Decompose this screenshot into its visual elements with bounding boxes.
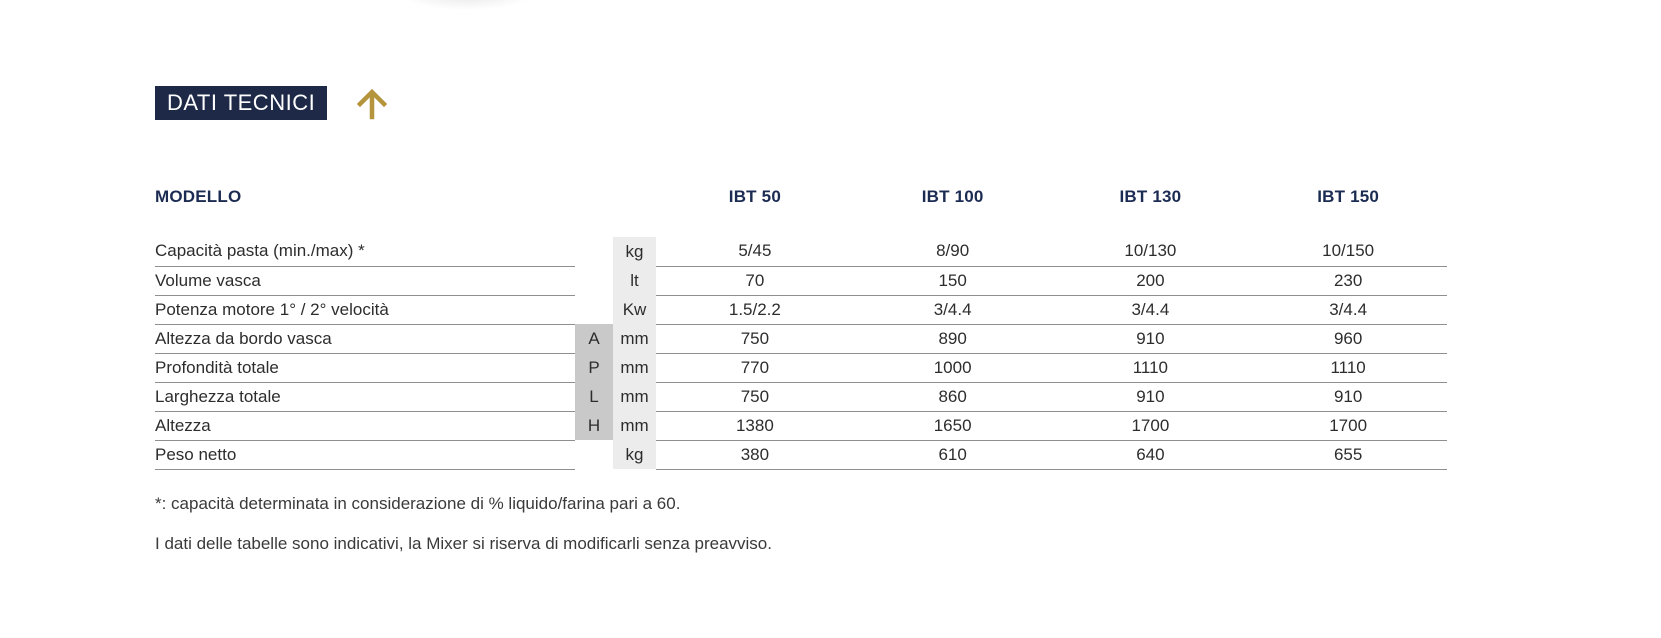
cell-value: 1700 [1051,411,1250,441]
footnote-disclaimer: I dati delle tabelle sono indicativi, la… [155,534,772,553]
row-letter [575,266,613,295]
table-row: Altezza H mm 1380 1650 1700 1700 [155,411,1447,441]
row-unit: mm [613,411,656,440]
cell-value: 860 [853,382,1052,412]
row-letter: L [575,382,613,411]
cell-value: 3/4.4 [1051,295,1250,325]
scroll-to-top-arrow-icon[interactable] [355,86,389,120]
column-header-ibt150: IBT 150 [1317,187,1380,206]
footnotes: *: capacità determinata in considerazion… [155,494,772,574]
row-label: Capacità pasta (min./max) * [155,237,575,267]
cell-value: 1.5/2.2 [656,295,854,325]
cell-value: 10/130 [1051,237,1250,267]
column-header-ibt130: IBT 130 [1119,187,1182,206]
row-label: Volume vasca [155,266,575,296]
cell-value: 1110 [1249,353,1447,383]
cell-value: 910 [1051,382,1250,412]
cell-value: 750 [656,324,854,354]
cell-value: 3/4.4 [1249,295,1447,325]
cell-value: 5/45 [656,237,854,267]
table-row: Altezza da bordo vasca A mm 750 890 910 … [155,324,1447,354]
cell-value: 750 [656,382,854,412]
cell-value: 3/4.4 [853,295,1052,325]
cell-value: 610 [853,440,1052,470]
row-label: Peso netto [155,440,575,470]
row-label: Larghezza totale [155,382,575,412]
row-unit: Kw [613,295,656,324]
cell-value: 10/150 [1249,237,1447,267]
cell-value: 8/90 [853,237,1052,267]
table-row: Profondità totale P mm 770 1000 1110 111… [155,353,1447,383]
row-label: Altezza da bordo vasca [155,324,575,354]
cell-value: 910 [1051,324,1250,354]
column-header-modello: MODELLO [155,187,242,206]
row-unit: kg [613,237,656,266]
table-row: Capacità pasta (min./max) * kg 5/45 8/90… [155,237,1447,267]
cell-value: 890 [853,324,1052,354]
row-letter [575,440,613,469]
technical-data-table: MODELLO IBT 50 IBT 100 IBT 130 IBT 150 C… [155,186,1447,470]
cell-value: 1000 [853,353,1052,383]
cell-value: 960 [1249,324,1447,354]
row-label: Potenza motore 1° / 2° velocità [155,295,575,325]
cell-value: 640 [1051,440,1250,470]
cell-value: 230 [1249,266,1447,296]
row-letter: H [575,411,613,440]
column-header-ibt100: IBT 100 [921,187,984,206]
header-spacer-row [155,208,1447,237]
cell-value: 200 [1051,266,1250,296]
cell-value: 1110 [1051,353,1250,383]
table-row: Larghezza totale L mm 750 860 910 910 [155,382,1447,412]
footnote-capacity: *: capacità determinata in considerazion… [155,494,681,513]
row-unit: lt [613,266,656,295]
cell-value: 150 [853,266,1052,296]
cell-value: 770 [656,353,854,383]
table-header-row: MODELLO IBT 50 IBT 100 IBT 130 IBT 150 [155,186,1447,208]
table-row: Volume vasca lt 70 150 200 230 [155,266,1447,296]
top-shadow-artifact [402,0,532,10]
section-title: DATI TECNICI [155,86,328,121]
row-letter [575,295,613,324]
cell-value: 910 [1249,382,1447,412]
cell-value: 380 [656,440,854,470]
row-unit: mm [613,353,656,382]
row-label: Profondità totale [155,353,575,383]
row-label: Altezza [155,411,575,441]
row-letter: A [575,324,613,353]
row-letter: P [575,353,613,382]
row-letter [575,237,613,266]
cell-value: 655 [1249,440,1447,470]
table-row: Potenza motore 1° / 2° velocità Kw 1.5/2… [155,295,1447,325]
cell-value: 1700 [1249,411,1447,441]
row-unit: kg [613,440,656,469]
cell-value: 1380 [656,411,854,441]
cell-value: 70 [656,266,854,296]
row-unit: mm [613,382,656,411]
section-title-row: DATI TECNICI [155,86,389,121]
row-unit: mm [613,324,656,353]
table-row: Peso netto kg 380 610 640 655 [155,440,1447,470]
column-header-ibt50: IBT 50 [728,187,781,206]
cell-value: 1650 [853,411,1052,441]
